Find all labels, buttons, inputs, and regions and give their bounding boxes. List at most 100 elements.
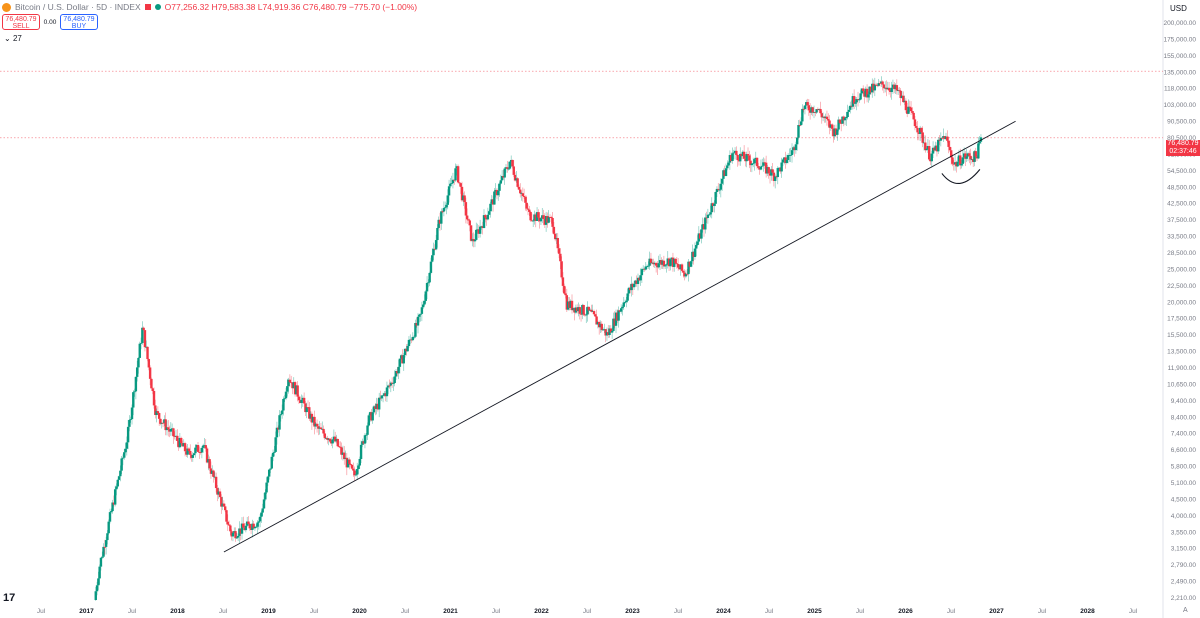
candle-body: [812, 112, 816, 113]
x-tick-label: 2019: [261, 608, 276, 615]
candle-body: [471, 238, 474, 241]
sell-button[interactable]: 76,480.79 SELL: [2, 14, 40, 30]
candle-body: [579, 313, 583, 315]
candle-body: [437, 219, 440, 228]
candle-body: [797, 124, 800, 138]
candle-body: [706, 214, 710, 218]
candle-body: [147, 359, 151, 368]
candle-body: [643, 268, 646, 270]
candle-body: [893, 84, 896, 90]
candle-body: [836, 129, 839, 135]
candle-body: [306, 407, 310, 408]
x-tick-label: Jul: [401, 608, 410, 615]
candle-body: [968, 153, 971, 156]
candle-body: [112, 502, 116, 505]
auto-scale-button[interactable]: A: [1183, 607, 1188, 614]
candle-body: [487, 211, 491, 215]
candle-body: [459, 183, 462, 187]
candle-body: [704, 217, 707, 230]
candle-body: [336, 438, 339, 447]
candle-body: [287, 379, 290, 387]
candle-body: [792, 147, 795, 151]
candle-body: [534, 214, 537, 222]
y-tick-label: 103,000.00: [1163, 102, 1196, 109]
candle-body: [973, 151, 976, 162]
candle-body: [348, 459, 351, 465]
candle-body: [909, 107, 913, 112]
candle-body: [258, 516, 262, 522]
candle-body: [222, 503, 226, 507]
candle-body: [793, 147, 796, 151]
candle-body: [960, 163, 963, 166]
candle-body: [568, 301, 571, 308]
candle-body: [200, 447, 204, 453]
candle-body: [780, 162, 783, 172]
candle-body: [777, 167, 781, 169]
candle-body: [507, 168, 510, 170]
candle-body: [519, 189, 522, 194]
candle-body: [964, 153, 967, 159]
candle-body: [770, 169, 773, 176]
candle-body: [526, 208, 530, 210]
candle-body: [852, 96, 856, 104]
x-tick-label: 2018: [170, 608, 185, 615]
candle-body: [441, 211, 444, 213]
candle-body: [333, 436, 337, 442]
y-tick-label: 2,490.00: [1171, 579, 1197, 586]
candle-body: [235, 537, 239, 539]
candle-body: [218, 491, 222, 498]
candle-body: [367, 415, 371, 426]
candle-body: [829, 124, 833, 128]
indicators-toggle[interactable]: ⌄ 27: [4, 34, 22, 43]
candle-body: [946, 136, 949, 141]
candle-body: [880, 81, 883, 84]
indicators-count: 27: [12, 34, 22, 43]
candle-body: [595, 316, 598, 325]
currency-label[interactable]: USD: [1170, 4, 1187, 13]
candle-body: [839, 123, 843, 124]
candle-body: [912, 112, 915, 120]
tradingview-logo: 17: [3, 592, 16, 604]
candle-body: [556, 237, 559, 249]
last-price-badge: 76,480.79 02:37:46: [1166, 140, 1200, 156]
x-tick-label: Jul: [128, 608, 137, 615]
candle-body: [447, 186, 451, 196]
candle-body: [682, 270, 685, 273]
candle-body: [433, 248, 437, 250]
candle-body: [495, 189, 499, 196]
candle-body: [484, 215, 487, 218]
candle-body: [167, 427, 170, 430]
candle-body: [168, 429, 171, 432]
candle-body: [185, 451, 188, 455]
candle-body: [179, 437, 183, 444]
candle-body: [275, 427, 279, 438]
candle-body: [947, 140, 950, 147]
candle-body: [419, 313, 422, 315]
candle-body: [601, 329, 605, 331]
candle-body: [277, 427, 280, 430]
candle-body: [758, 167, 761, 170]
candle-body: [869, 86, 873, 93]
candle-body: [616, 312, 619, 321]
candle-body: [509, 159, 513, 162]
candle-body: [561, 277, 565, 286]
candle-body: [817, 108, 821, 110]
candle-body: [548, 216, 552, 218]
candle-body: [101, 556, 104, 558]
x-tick-label: Jul: [37, 608, 46, 615]
buy-button[interactable]: 76,480.79 BUY: [60, 14, 98, 30]
candle-body: [420, 307, 424, 314]
candle-body: [541, 215, 544, 219]
candle-body: [280, 410, 284, 415]
y-tick-label: 6,600.00: [1171, 447, 1197, 454]
candle-body: [220, 497, 223, 507]
candle-body: [233, 531, 236, 533]
candle-body: [403, 348, 407, 356]
candle-body: [160, 422, 163, 424]
candle-body: [135, 367, 139, 377]
candle-body: [416, 316, 420, 326]
candle-body: [596, 321, 600, 325]
candle-body: [546, 216, 549, 223]
candle-body: [915, 126, 918, 128]
